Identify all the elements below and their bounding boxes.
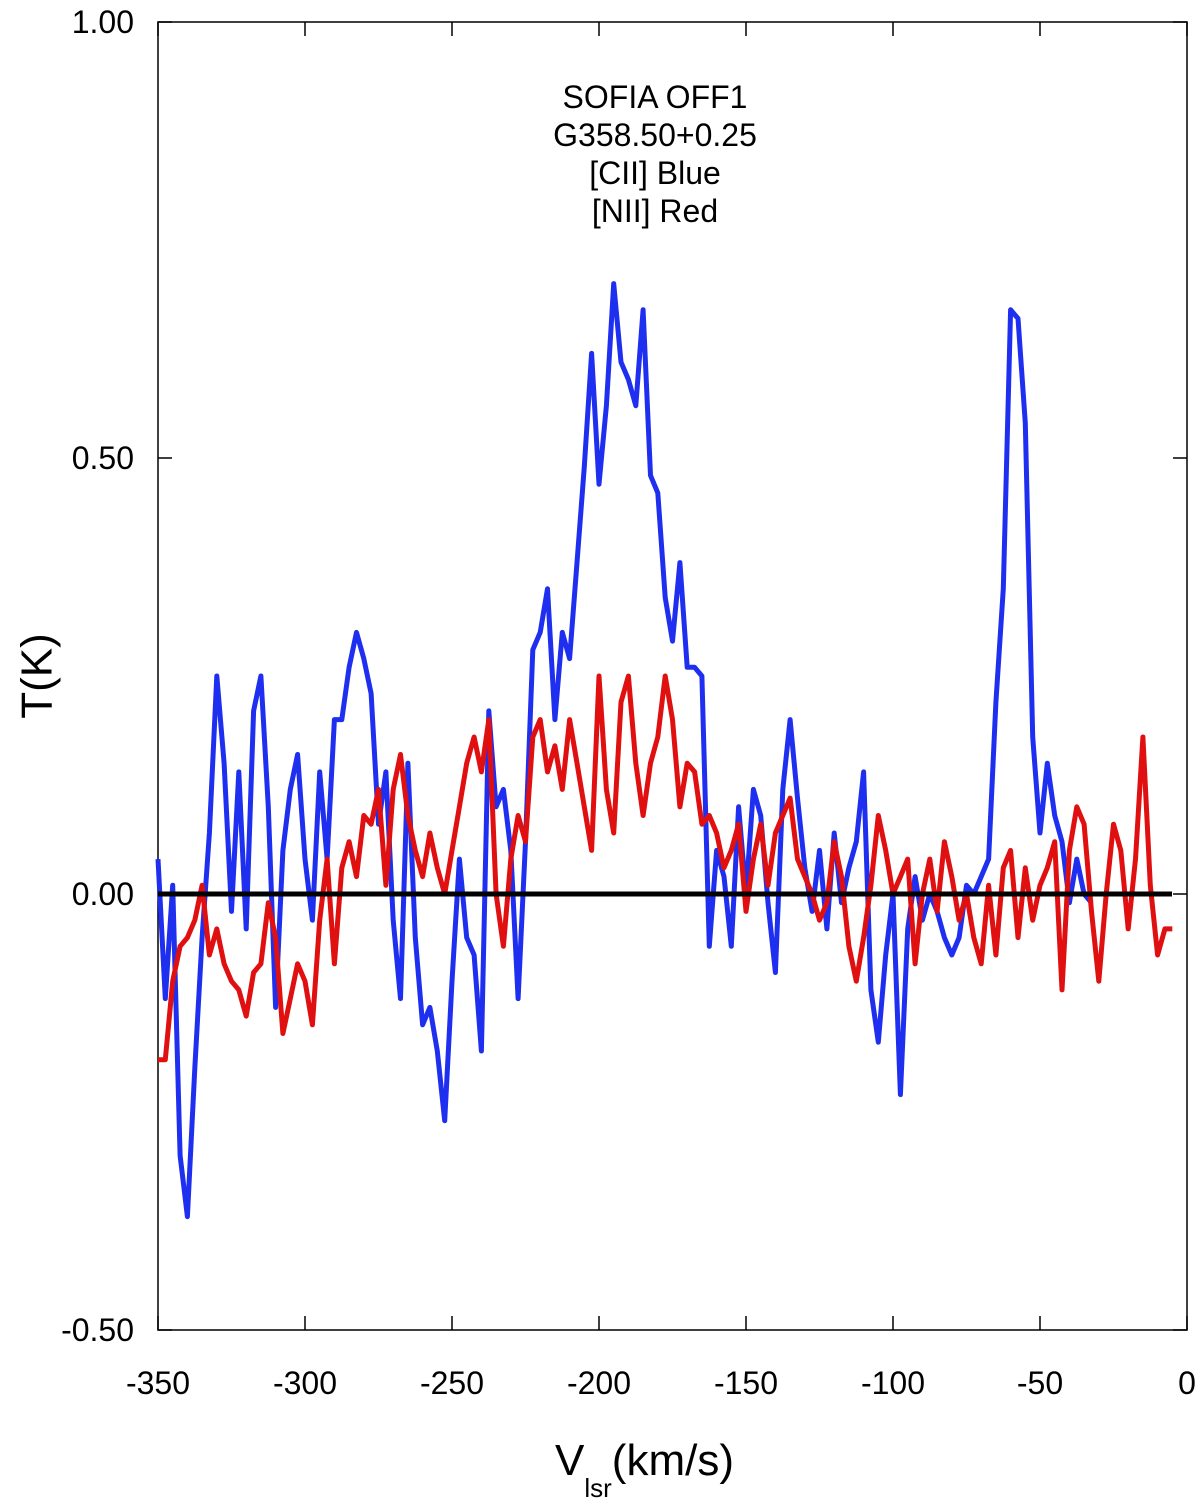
annotation: [NII] Red bbox=[592, 193, 718, 229]
annotation: SOFIA OFF1 bbox=[563, 79, 748, 115]
x-tick-label: -300 bbox=[273, 1365, 337, 1401]
x-tick-label: -200 bbox=[567, 1365, 631, 1401]
x-axis-label: Vlsr(km/s) bbox=[555, 1436, 734, 1503]
x-tick-label: 0 bbox=[1178, 1365, 1196, 1401]
y-tick-label: 0.50 bbox=[72, 440, 134, 476]
y-tick-label: 0.00 bbox=[72, 876, 134, 912]
x-label-unit: (km/s) bbox=[612, 1436, 734, 1485]
annotation: G358.50+0.25 bbox=[553, 117, 757, 153]
annotation: [CII] Blue bbox=[589, 155, 721, 191]
series-line bbox=[158, 673, 1173, 1063]
x-tick-label: -150 bbox=[714, 1365, 778, 1401]
series-line bbox=[155, 281, 1094, 1220]
x-tick-label: -100 bbox=[861, 1365, 925, 1401]
x-label-sub: lsr bbox=[584, 1473, 612, 1503]
plot-frame bbox=[157, 21, 1188, 1331]
x-tick-label: -350 bbox=[126, 1365, 190, 1401]
x-tick-label: -50 bbox=[1017, 1365, 1063, 1401]
y-tick-label: -0.50 bbox=[61, 1312, 134, 1348]
y-tick-label: 1.00 bbox=[72, 4, 134, 40]
x-label-main: V bbox=[555, 1436, 585, 1485]
x-tick-label: -250 bbox=[420, 1365, 484, 1401]
y-axis-label: T(K) bbox=[13, 633, 62, 719]
